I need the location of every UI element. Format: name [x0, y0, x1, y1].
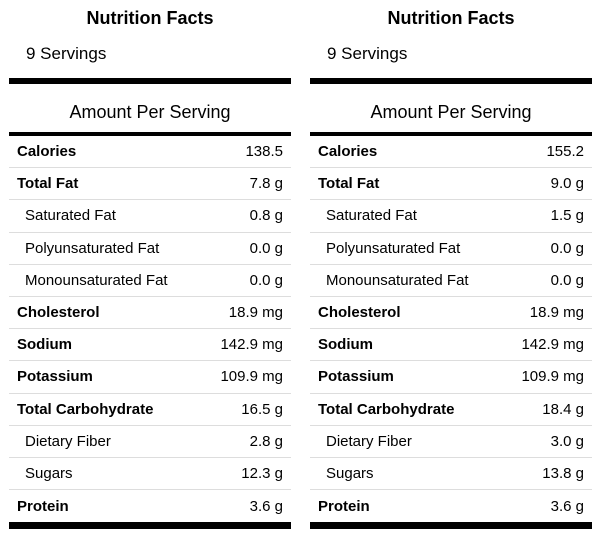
nutrient-value: 0.0 g	[249, 239, 283, 257]
nutrient-row: Protein 3.6 g	[9, 490, 291, 522]
nutrient-value: 0.0 g	[249, 271, 283, 289]
nutrient-label: Dietary Fiber	[25, 432, 111, 450]
nutrient-label: Total Fat	[318, 175, 380, 193]
nutrient-row: Saturated Fat 1.5 g	[310, 200, 592, 233]
nutrient-value: 18.9 mg	[529, 304, 584, 322]
nutrient-value: 3.6 g	[249, 497, 283, 515]
nutrient-row: Sugars 12.3 g	[9, 458, 291, 491]
nutrient-row: Total Carbohydrate 18.4 g	[310, 394, 592, 426]
nutrient-value: 142.9 mg	[220, 336, 283, 354]
nutrient-value: 0.8 g	[249, 207, 283, 225]
nutrient-row: Calories 155.2	[310, 136, 592, 169]
amount-per-serving-heading: Amount Per Serving	[9, 84, 291, 136]
nutrient-row: Potassium 109.9 mg	[9, 361, 291, 394]
nutrition-facts-title: Nutrition Facts	[86, 8, 214, 28]
nutrient-value: 109.9 mg	[521, 368, 584, 386]
nutrient-value: 3.6 g	[550, 497, 584, 515]
nutrient-value: 7.8 g	[249, 175, 283, 193]
nutrient-label: Saturated Fat	[326, 207, 417, 225]
nutrient-row: Sodium 142.9 mg	[9, 329, 291, 362]
servings-count: 9 Servings	[310, 34, 592, 84]
nutrient-label: Cholesterol	[318, 304, 401, 322]
nutrient-row: Sodium 142.9 mg	[310, 329, 592, 362]
nutrient-value: 138.5	[245, 143, 283, 161]
nutrient-value: 16.5 g	[241, 400, 283, 418]
nutrient-label: Calories	[17, 143, 77, 161]
nutrient-row: Sugars 13.8 g	[310, 458, 592, 491]
nutrient-value: 155.2	[546, 143, 584, 161]
nutrient-rows: Calories 138.5 Total Fat 7.8 g Saturated Fat…	[9, 136, 291, 530]
nutrient-value: 3.0 g	[550, 432, 584, 450]
nutrient-value: 0.0 g	[550, 239, 584, 257]
nutrient-label: Monounsaturated Fat	[25, 271, 168, 289]
nutrient-row: Dietary Fiber 2.8 g	[9, 426, 291, 458]
nutrient-label: Sodium	[318, 336, 373, 354]
servings-count: 9 Servings	[9, 34, 291, 84]
nutrient-row: Calories 138.5	[9, 136, 291, 169]
nutrient-row: Cholesterol 18.9 mg	[9, 297, 291, 330]
nutrient-row: Protein 3.6 g	[310, 490, 592, 522]
nutrient-value: 18.9 mg	[228, 304, 283, 322]
nutrient-label: Protein	[318, 497, 370, 515]
nutrient-row: Total Carbohydrate 16.5 g	[9, 394, 291, 426]
nutrient-row: Monounsaturated Fat 0.0 g	[9, 265, 291, 297]
nutrient-value: 9.0 g	[550, 175, 584, 193]
nutrient-label: Protein	[17, 497, 69, 515]
nutrient-label: Total Carbohydrate	[17, 400, 154, 418]
nutrient-label: Sugars	[326, 464, 374, 482]
nutrient-value: 1.5 g	[550, 207, 584, 225]
nutrient-label: Polyunsaturated Fat	[25, 239, 160, 257]
nutrient-label: Saturated Fat	[25, 207, 116, 225]
nutrient-label: Total Carbohydrate	[318, 400, 455, 418]
nutrient-value: 12.3 g	[241, 464, 283, 482]
amount-per-serving-heading: Amount Per Serving	[310, 84, 592, 136]
nutrient-row: Polyunsaturated Fat 0.0 g	[310, 233, 592, 265]
nutrient-label: Dietary Fiber	[326, 432, 412, 450]
nutrient-value: 18.4 g	[542, 400, 584, 418]
nutrient-label: Polyunsaturated Fat	[326, 239, 461, 257]
nutrient-row: Saturated Fat 0.8 g	[9, 200, 291, 233]
nutrient-value: 142.9 mg	[521, 336, 584, 354]
nutrient-value: 13.8 g	[542, 464, 584, 482]
nutrient-row: Dietary Fiber 3.0 g	[310, 426, 592, 458]
nutrition-facts-panel-left: Nutrition Facts 9 Servings Amount Per Se…	[9, 0, 291, 530]
nutrient-label: Calories	[318, 143, 378, 161]
nutrient-label: Monounsaturated Fat	[326, 271, 469, 289]
nutrient-label: Sugars	[25, 464, 73, 482]
nutrient-row: Monounsaturated Fat 0.0 g	[310, 265, 592, 297]
nutrient-row: Polyunsaturated Fat 0.0 g	[9, 233, 291, 265]
nutrient-row: Potassium 109.9 mg	[310, 361, 592, 394]
nutrient-label: Potassium	[318, 368, 394, 386]
nutrient-value: 2.8 g	[249, 432, 283, 450]
nutrient-row: Total Fat 7.8 g	[9, 168, 291, 201]
nutrition-facts-title: Nutrition Facts	[387, 8, 515, 28]
nutrient-row: Total Fat 9.0 g	[310, 168, 592, 201]
nutrient-value: 0.0 g	[550, 271, 584, 289]
nutrient-label: Cholesterol	[17, 304, 100, 322]
nutrition-facts-panel-right: Nutrition Facts 9 Servings Amount Per Se…	[310, 0, 592, 530]
nutrient-value: 109.9 mg	[220, 368, 283, 386]
nutrient-label: Total Fat	[17, 175, 79, 193]
nutrient-rows: Calories 155.2 Total Fat 9.0 g Saturated Fat…	[310, 136, 592, 530]
nutrient-label: Potassium	[17, 368, 93, 386]
nutrient-row: Cholesterol 18.9 mg	[310, 297, 592, 330]
nutrient-label: Sodium	[17, 336, 72, 354]
